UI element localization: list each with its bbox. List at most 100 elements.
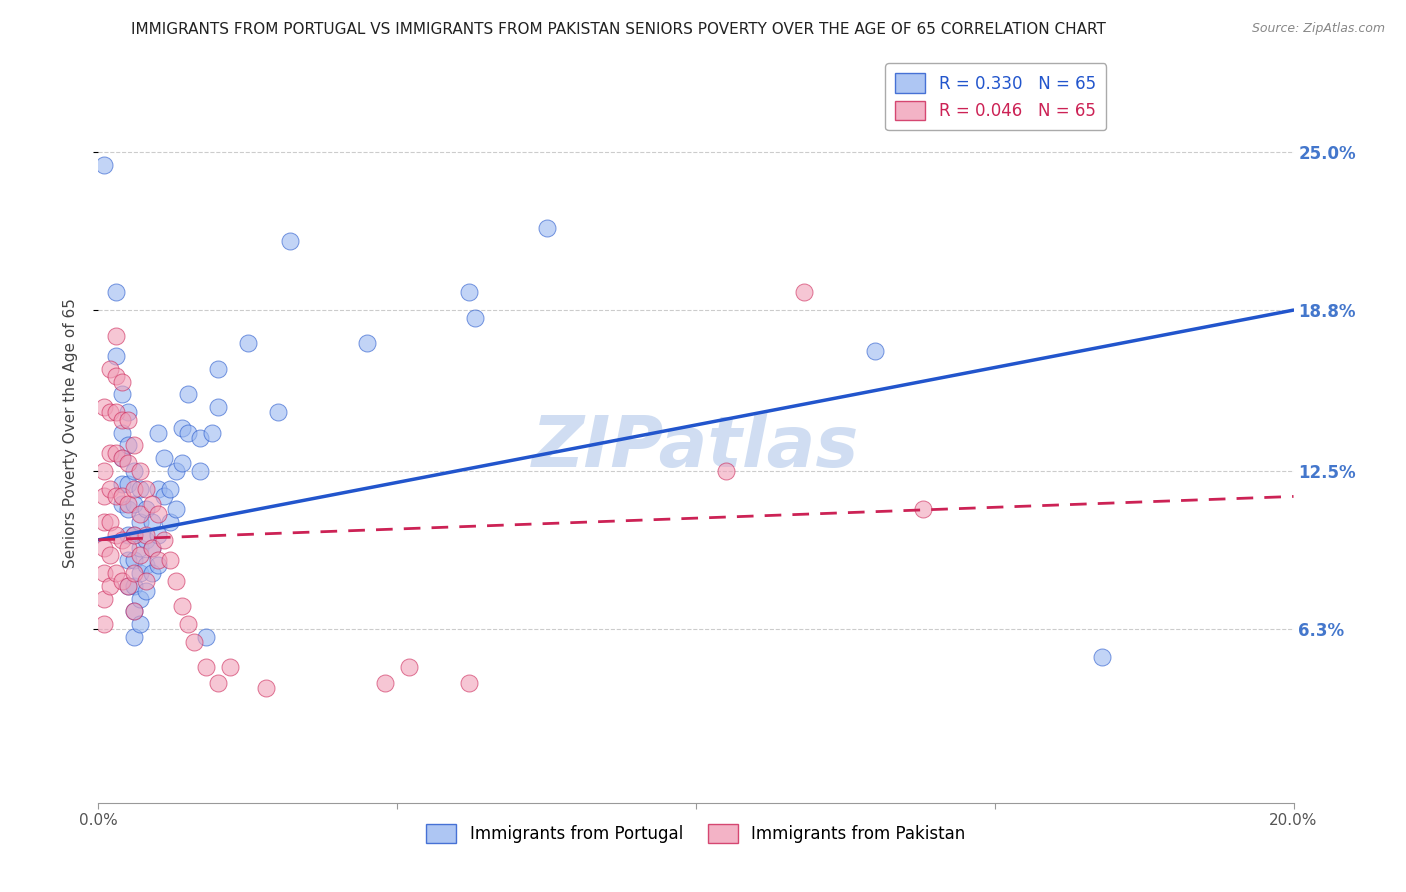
Point: [117, 497, 139, 511]
Point: [141, 566, 163, 580]
Point: [124, 527, 146, 541]
Point: [117, 553, 139, 567]
Point: [105, 527, 128, 541]
Point: [124, 482, 146, 496]
Text: Source: ZipAtlas.com: Source: ZipAtlas.com: [1251, 22, 1385, 36]
Point: [98, 515, 122, 529]
Point: [93, 157, 115, 171]
Point: [135, 583, 157, 598]
Point: [111, 574, 134, 588]
Point: [105, 328, 128, 343]
Point: [117, 502, 139, 516]
Point: [278, 234, 301, 248]
Point: [141, 497, 163, 511]
Point: [153, 533, 176, 547]
Point: [356, 336, 378, 351]
Point: [105, 446, 128, 460]
Point: [117, 413, 139, 427]
Point: [177, 617, 200, 632]
Point: [714, 464, 737, 478]
Point: [135, 558, 157, 573]
Point: [129, 482, 152, 496]
Point: [458, 285, 481, 300]
Point: [912, 502, 935, 516]
Point: [129, 541, 152, 555]
Point: [111, 490, 134, 504]
Point: [98, 482, 122, 496]
Point: [111, 451, 134, 466]
Point: [93, 566, 115, 580]
Point: [135, 502, 157, 516]
Point: [93, 515, 115, 529]
Point: [111, 413, 134, 427]
Point: [129, 566, 152, 580]
Point: [124, 553, 146, 567]
Point: [207, 400, 229, 414]
Point: [148, 553, 170, 567]
Point: [129, 548, 152, 562]
Point: [135, 527, 157, 541]
Point: [124, 630, 146, 644]
Legend: Immigrants from Portugal, Immigrants from Pakistan: Immigrants from Portugal, Immigrants fro…: [420, 817, 972, 850]
Point: [172, 599, 194, 614]
Point: [98, 405, 122, 419]
Point: [129, 617, 152, 632]
Point: [117, 579, 139, 593]
Point: [129, 591, 152, 606]
Point: [124, 497, 146, 511]
Point: [201, 425, 224, 440]
Point: [111, 497, 134, 511]
Text: IMMIGRANTS FROM PORTUGAL VS IMMIGRANTS FROM PAKISTAN SENIORS POVERTY OVER THE AG: IMMIGRANTS FROM PORTUGAL VS IMMIGRANTS F…: [131, 22, 1107, 37]
Point: [124, 604, 146, 618]
Point: [536, 221, 558, 235]
Point: [105, 566, 128, 580]
Point: [117, 579, 139, 593]
Point: [207, 675, 229, 690]
Point: [117, 405, 139, 419]
Point: [195, 660, 218, 674]
Point: [111, 451, 134, 466]
Point: [188, 464, 211, 478]
Text: ZIPatlas: ZIPatlas: [533, 413, 859, 482]
Point: [105, 405, 128, 419]
Point: [93, 464, 115, 478]
Point: [141, 541, 163, 555]
Point: [117, 456, 139, 470]
Point: [124, 438, 146, 452]
Point: [135, 533, 157, 547]
Point: [105, 349, 128, 363]
Point: [93, 617, 115, 632]
Point: [135, 482, 157, 496]
Point: [117, 527, 139, 541]
Point: [219, 660, 242, 674]
Point: [254, 681, 277, 695]
Point: [129, 464, 152, 478]
Point: [124, 527, 146, 541]
Point: [172, 456, 194, 470]
Point: [93, 591, 115, 606]
Point: [135, 574, 157, 588]
Point: [124, 579, 146, 593]
Point: [153, 451, 176, 466]
Point: [105, 490, 128, 504]
Point: [159, 553, 181, 567]
Point: [207, 361, 229, 376]
Point: [464, 310, 486, 325]
Point: [129, 515, 152, 529]
Point: [98, 446, 122, 460]
Point: [141, 541, 163, 555]
Point: [1091, 650, 1114, 665]
Point: [159, 515, 181, 529]
Point: [117, 541, 139, 555]
Point: [117, 476, 139, 491]
Point: [195, 630, 218, 644]
Point: [793, 285, 815, 300]
Point: [188, 431, 211, 445]
Point: [172, 420, 194, 434]
Point: [148, 482, 170, 496]
Point: [148, 527, 170, 541]
Point: [148, 558, 170, 573]
Point: [105, 285, 128, 300]
Point: [98, 579, 122, 593]
Point: [177, 425, 200, 440]
